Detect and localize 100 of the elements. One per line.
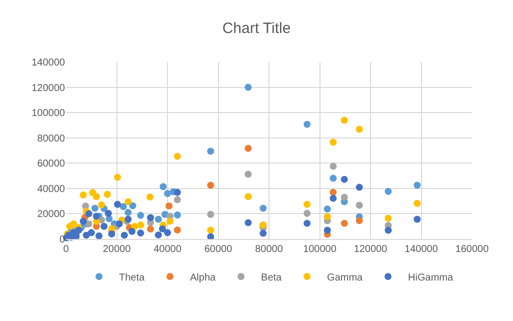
point [88,229,95,236]
point [207,226,214,234]
point [174,196,181,204]
legend-label: Alpha [190,272,216,284]
point [160,183,167,190]
point [124,198,132,206]
x-tick-label: 20000 [102,244,132,255]
point [330,174,337,182]
point [324,226,331,234]
point [104,190,111,198]
y-tick-label: 60000 [37,158,66,170]
point [164,190,171,197]
point [146,194,154,201]
point [260,230,267,237]
point [114,200,122,208]
point [330,138,337,146]
point [137,221,144,228]
point [384,214,392,222]
point [244,170,252,178]
chart-title: Chart Title [222,20,291,37]
point [340,116,348,124]
point [414,182,421,189]
legend-label: Gamma [327,272,364,284]
point [137,230,144,237]
point [92,212,100,220]
point [120,203,127,210]
legend-label: Theta [119,272,146,284]
point [75,226,82,234]
point [174,188,181,196]
point [98,201,106,208]
point [104,210,112,217]
point [166,218,174,225]
point [174,211,181,218]
point [324,206,331,213]
x-tick-label: 80000 [255,244,284,255]
point [244,144,252,152]
point [137,212,144,219]
point [120,232,128,239]
legend-label: Beta [261,272,282,284]
point [304,120,311,128]
point [158,225,166,232]
point [356,126,363,133]
legend-label: HiGamma [408,272,454,284]
point [244,219,252,226]
point [356,184,363,191]
point [324,213,331,220]
point [164,229,171,236]
point [95,232,102,240]
point [174,226,181,234]
point [154,216,162,223]
point [356,202,363,209]
x-tick-label: 120000 [354,244,388,255]
x-tick-label: 160000 [455,244,490,255]
y-tick-label: 20000 [37,209,66,220]
y-tick-label: 0 [59,234,66,246]
point [384,188,392,195]
point [260,204,267,212]
point [330,194,337,202]
point [244,193,252,200]
point [80,218,87,225]
point [174,152,181,160]
point [116,220,123,228]
y-tick-label: 140000 [32,58,66,68]
point [91,204,98,212]
point [304,200,311,208]
point [147,226,154,233]
point [108,230,116,238]
point [70,220,78,228]
x-tick-label: 60000 [204,244,233,255]
point [129,202,136,210]
x-tick-label: 40000 [154,244,182,255]
point [414,216,421,223]
point [304,220,311,227]
point [154,231,162,238]
point [124,208,132,216]
point [340,220,348,227]
point [80,192,87,198]
point [166,202,173,210]
x-tick-label: 100000 [303,244,337,255]
point [356,217,363,224]
x-tick-label: 140000 [404,244,438,255]
point [114,174,122,181]
point [384,226,392,234]
point [304,210,311,217]
point [207,210,214,218]
point [330,162,337,170]
point [207,148,214,155]
point [92,193,100,200]
y-tick-label: 120000 [32,82,66,94]
y-tick-label: 100000 [32,108,66,120]
y-tick-label: 80000 [37,133,66,144]
point [414,200,421,207]
point [340,176,348,183]
point [147,214,154,222]
point [85,210,92,218]
point [85,220,92,228]
point [244,84,252,91]
point [207,182,214,189]
point [128,228,136,235]
point [340,194,348,201]
